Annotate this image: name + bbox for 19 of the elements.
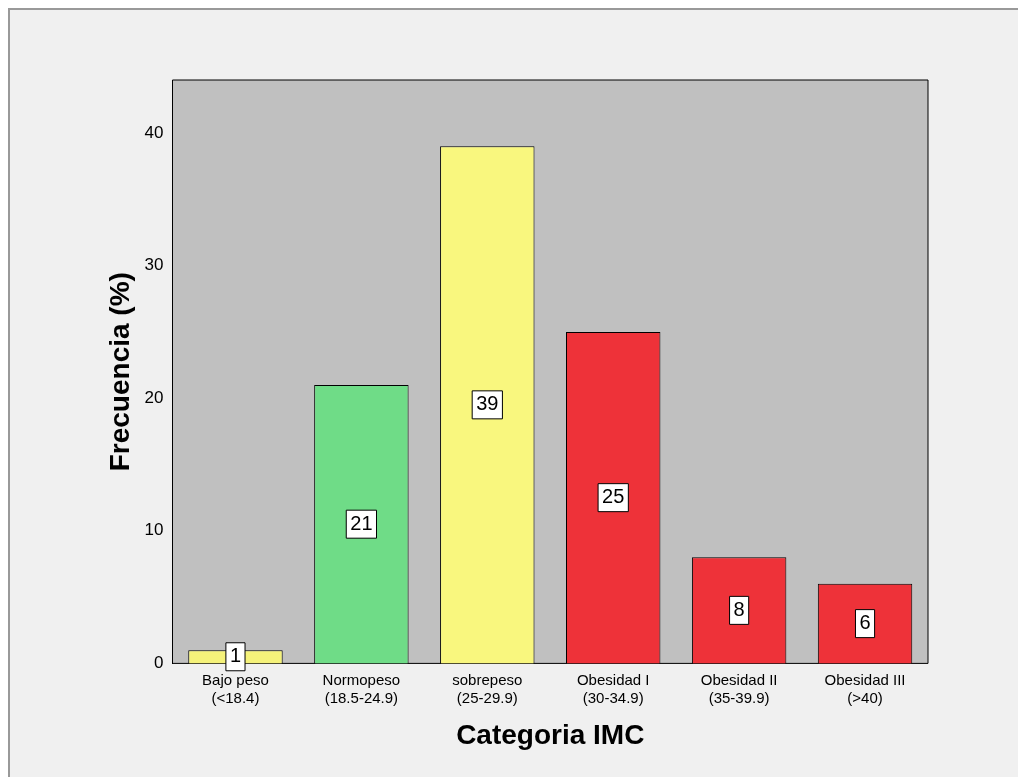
data-label: 6	[859, 611, 871, 634]
x-tick-label: Bajo peso (<18.4)	[202, 670, 269, 706]
y-tick-label: 20	[144, 387, 164, 407]
x-tick-label: Obesidad I (30-34.9)	[576, 670, 650, 706]
y-tick-label: 0	[154, 653, 164, 673]
x-tick-label: sobrepeso (25-29.9)	[452, 670, 523, 706]
y-axis-title: Frecuencia (%)	[103, 272, 135, 472]
data-label: 39	[476, 392, 499, 415]
data-label: 21	[350, 511, 373, 534]
x-axis-title: Categoria IMC	[456, 718, 645, 750]
x-tick-label: Normopeso (18.5-24.9)	[322, 670, 401, 706]
y-tick-label: 40	[144, 122, 164, 142]
x-tick-label: Obesidad II (35-39.9)	[700, 670, 778, 706]
data-label: 1	[229, 644, 242, 667]
y-tick-label: 30	[144, 255, 164, 275]
y-tick-label: 10	[144, 520, 164, 540]
data-label: 25	[602, 485, 625, 508]
data-label: 8	[733, 597, 745, 620]
x-tick-label: Obesidad III (>40)	[824, 670, 906, 706]
